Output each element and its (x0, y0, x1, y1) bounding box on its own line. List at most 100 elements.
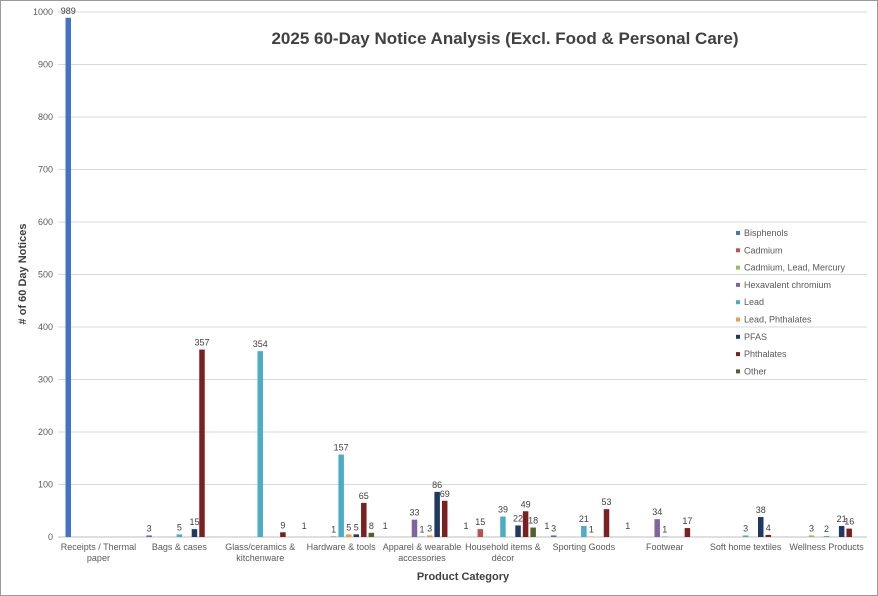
data-label: 33 (409, 508, 419, 518)
bar (550, 535, 557, 537)
legend: Bisphenols Cadmium Cadmium, Lead, Mercury H… (736, 228, 846, 376)
data-label: 86 (432, 480, 442, 490)
y-tick-label: 300 (38, 375, 53, 385)
legend-label: Lead (744, 297, 764, 307)
x-axis-title: Product Category (417, 571, 510, 583)
bar (823, 535, 830, 537)
bar (662, 536, 668, 537)
legend-label: Lead, Phthalates (744, 315, 812, 325)
data-label: 34 (652, 507, 662, 517)
category-label: accessories (398, 553, 446, 563)
legend-swatch (736, 265, 740, 270)
bar (742, 535, 749, 537)
data-label: 1 (589, 524, 594, 534)
bar (515, 525, 521, 537)
bar (65, 17, 71, 537)
data-label: 157 (334, 443, 349, 453)
bar (441, 500, 448, 537)
legend-swatch (736, 317, 740, 322)
bar (530, 527, 536, 537)
gridlines (58, 11, 867, 538)
category-label: Apparel & wearable (383, 542, 462, 552)
bar (808, 535, 815, 537)
y-tick-label: 800 (38, 112, 53, 122)
category-label: Hardware & tools (307, 542, 377, 552)
data-label: 1 (625, 521, 630, 531)
bar (338, 454, 344, 537)
y-tick-label: 400 (38, 322, 53, 332)
data-label: 1 (463, 521, 468, 531)
data-label: 1 (662, 524, 667, 534)
data-label: 4 (766, 523, 771, 533)
bar (522, 511, 529, 537)
bar (345, 534, 352, 537)
bar (368, 532, 375, 537)
bar (588, 536, 595, 537)
data-label: 357 (194, 338, 209, 348)
data-label: 354 (253, 339, 268, 349)
data-label: 5 (354, 522, 359, 532)
data-label: 1 (302, 521, 307, 531)
legend-swatch (736, 352, 740, 357)
legend-swatch (736, 231, 740, 235)
bar (684, 528, 691, 537)
legend-swatch (736, 369, 740, 374)
chart-title: 2025 60-Day Notice Analysis (Excl. Food … (271, 29, 738, 48)
category-label: Wellness Products (789, 542, 864, 552)
data-label: 3 (147, 523, 152, 533)
bars (65, 17, 852, 537)
category-label: Soft home textiles (710, 542, 782, 552)
bar (477, 529, 484, 537)
data-label: 21 (837, 514, 847, 524)
legend-label: Other (744, 366, 767, 376)
bar (199, 349, 205, 537)
bar (426, 535, 433, 537)
bar (581, 525, 587, 537)
data-label: 15 (475, 517, 485, 527)
data-label: 39 (498, 505, 508, 515)
bar (838, 525, 845, 537)
category-label: Receipts / Thermal (61, 542, 136, 552)
y-tick-label: 100 (38, 480, 53, 490)
category-label: paper (87, 553, 110, 563)
category-label: décor (492, 553, 515, 563)
category-label: kitchenware (236, 553, 284, 563)
data-label: 1 (544, 521, 549, 531)
bar (353, 534, 359, 537)
legend-label: Phthalates (744, 349, 787, 359)
data-label: 16 (844, 517, 854, 527)
legend-swatch (736, 300, 740, 305)
bar (654, 519, 660, 537)
data-label: 8 (369, 521, 374, 531)
bar (146, 535, 152, 537)
legend-label: PFAS (744, 332, 767, 342)
legend-swatch (736, 282, 740, 287)
legend-swatch (736, 334, 740, 339)
data-label: 1 (383, 521, 388, 531)
data-label: 65 (359, 491, 369, 501)
category-label: Household items & (465, 542, 541, 552)
bar (500, 516, 506, 537)
data-label: 38 (756, 505, 766, 515)
data-label: 53 (601, 497, 611, 507)
legend-label: Cadmium (744, 245, 783, 255)
data-label: 989 (61, 6, 76, 16)
data-label: 3 (551, 523, 556, 533)
category-label: Bags & cases (152, 542, 208, 552)
data-label: 5 (346, 522, 351, 532)
y-tick-label: 0 (48, 532, 53, 542)
category-label: Glass/ceramics & (225, 542, 295, 552)
bar (758, 517, 764, 537)
y-tick-label: 600 (38, 217, 53, 227)
legend-swatch (736, 248, 740, 253)
data-label: 17 (682, 516, 692, 526)
bar (765, 534, 772, 537)
legend-label: Hexavalent chromium (744, 280, 831, 290)
data-label: 3 (809, 523, 814, 533)
data-label: 18 (528, 516, 538, 526)
bar (191, 529, 198, 537)
data-label: 3 (427, 523, 432, 533)
